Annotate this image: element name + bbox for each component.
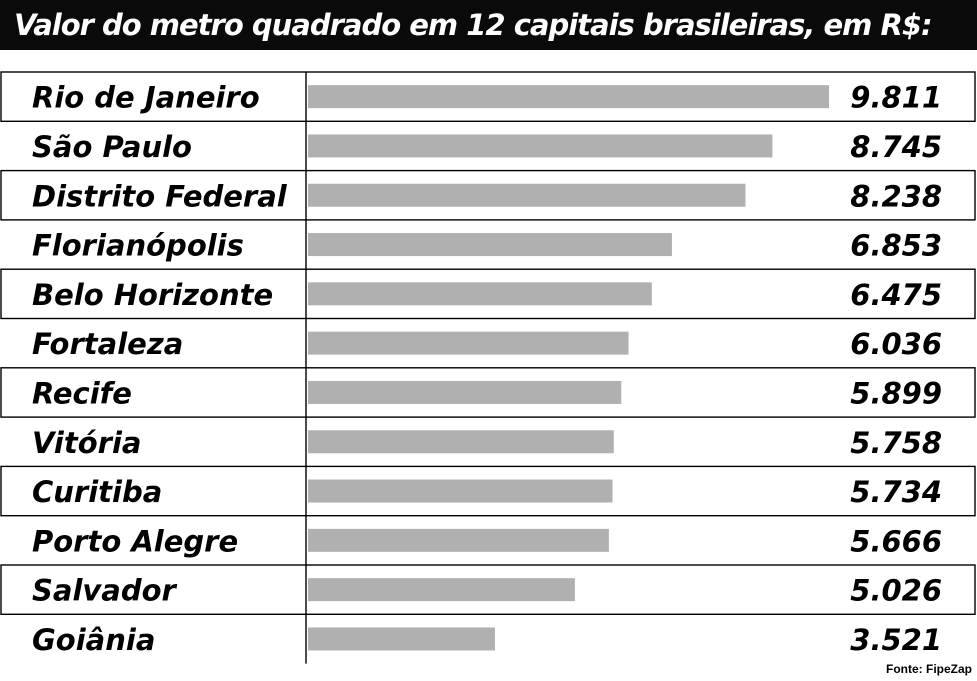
category-label: Belo Horizonte (32, 278, 273, 312)
category-label: Distrito Federal (32, 179, 288, 213)
bar (308, 578, 575, 602)
row-frame (0, 564, 976, 615)
value-label: 8.238 (850, 179, 942, 213)
bar (308, 380, 622, 404)
category-label: Curitiba (32, 475, 162, 509)
category-label: Recife (32, 376, 132, 410)
value-label: 6.036 (850, 327, 942, 361)
value-label: 5.734 (850, 475, 942, 509)
row-frame (0, 367, 976, 418)
category-label: São Paulo (32, 130, 192, 164)
bar (308, 134, 773, 158)
value-label: 9.811 (850, 81, 942, 115)
category-label: Rio de Janeiro (32, 81, 260, 115)
bar (308, 430, 614, 454)
value-label: 5.666 (850, 524, 942, 558)
value-label: 6.475 (850, 278, 942, 312)
value-label: 8.745 (850, 130, 942, 164)
value-label: 5.758 (850, 426, 942, 460)
value-label: 3.521 (850, 623, 942, 657)
chart-title: Valor do metro quadrado em 12 capitais b… (0, 0, 977, 50)
row-frame (0, 465, 976, 517)
row-frame (0, 268, 976, 320)
bar (308, 233, 672, 257)
category-label: Fortaleza (32, 327, 183, 361)
value-label: 5.026 (850, 574, 942, 608)
source-note: Fonte: FipeZap (886, 662, 972, 676)
category-label: Porto Alegre (32, 524, 238, 558)
bar (308, 282, 652, 306)
bar (308, 479, 613, 503)
bar (308, 331, 629, 355)
value-label: 5.899 (850, 376, 942, 410)
bar (308, 183, 746, 207)
row-frame (0, 169, 976, 221)
bar (308, 627, 495, 651)
category-label: Vitória (32, 426, 141, 460)
category-label: Salvador (32, 574, 178, 608)
bar (308, 85, 829, 109)
category-label: Goiânia (32, 623, 155, 657)
value-label: 6.853 (850, 229, 942, 263)
bar (308, 528, 609, 552)
category-label: Florianópolis (32, 229, 244, 263)
row-frame (0, 71, 976, 122)
